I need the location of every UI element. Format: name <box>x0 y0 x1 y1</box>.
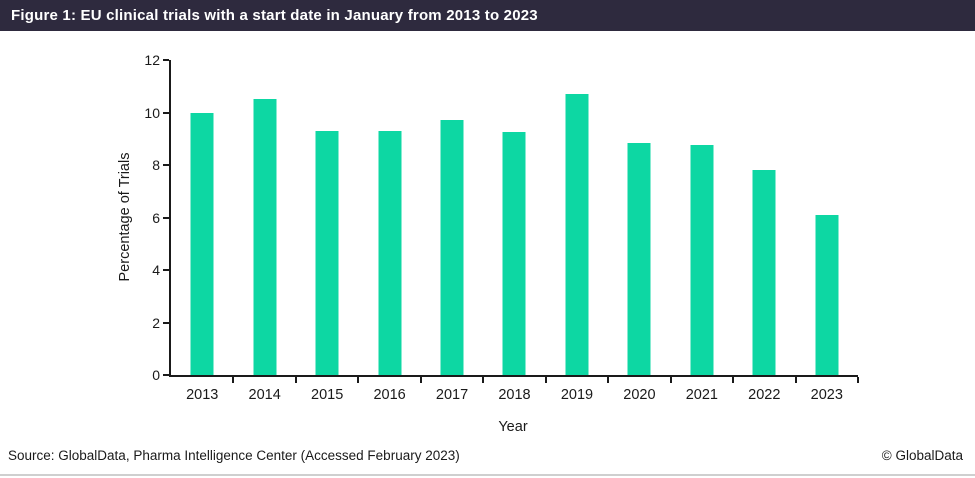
x-axis-title: Year <box>498 419 528 435</box>
x-tick-mark-4 <box>419 377 422 383</box>
x-tick-mark-2 <box>294 377 297 383</box>
category-slot-2023: 2023 <box>796 60 858 403</box>
y-axis-title: Percentage of Trials <box>117 152 133 282</box>
bars-container: 2013 2014 2015 2016 2017 2018 2019 2020 2021 2022… <box>171 60 858 403</box>
bar-2021 <box>690 145 714 375</box>
x-tick-label-2015: 2015 <box>311 387 344 403</box>
category-slot-2013: 2013 <box>171 60 233 403</box>
y-tick-mark-12 <box>163 59 169 61</box>
y-tick-mark-8 <box>163 164 169 166</box>
y-tick-label-4: 4 <box>152 262 160 278</box>
bar-2013 <box>190 112 214 375</box>
x-tick-label-2022: 2022 <box>748 387 781 403</box>
x-tick-label-2013: 2013 <box>186 387 219 403</box>
y-tick-label-6: 6 <box>152 209 160 226</box>
bar-2022 <box>752 170 776 375</box>
x-tick-mark-11 <box>857 377 859 383</box>
y-tick-mark-0 <box>163 374 169 376</box>
y-tick-mark-10 <box>163 111 169 114</box>
chart-area: Percentage of Trials 0 2 4 6 8 10 12 2013 2014 20… <box>0 31 975 442</box>
bar-2018 <box>502 132 526 375</box>
source-text: Source: GlobalData, Pharma Intelligence … <box>8 447 460 463</box>
category-slot-2017: 2017 <box>421 60 483 403</box>
x-tick-mark-8 <box>669 377 672 383</box>
x-tick-label-2023: 2023 <box>810 387 843 403</box>
y-tick-label-12: 12 <box>144 52 160 68</box>
y-tick-mark-2 <box>163 321 169 324</box>
x-tick-label-2021: 2021 <box>685 387 718 403</box>
figure-title-bar: Figure 1: EU clinical trials with a star… <box>0 0 975 31</box>
plot-area: 0 2 4 6 8 10 12 2013 2014 2015 2016 2017 2018 2019 202… <box>144 53 859 403</box>
x-tick-mark-10 <box>794 377 797 383</box>
x-tick-mark-9 <box>732 377 735 383</box>
x-tick-label-2018: 2018 <box>498 387 531 403</box>
bar-2023 <box>815 214 839 375</box>
bar-2015 <box>315 130 339 375</box>
figure-footer: Source: GlobalData, Pharma Intelligence … <box>0 442 975 478</box>
copyright-text: © GlobalData <box>881 447 963 463</box>
figure-title: Figure 1: EU clinical trials with a star… <box>11 7 538 24</box>
bar-2019 <box>565 94 589 375</box>
bottom-divider <box>0 474 975 476</box>
x-tick-mark-1 <box>232 377 235 383</box>
x-tick-label-2014: 2014 <box>248 387 281 403</box>
y-tick-label-2: 2 <box>152 314 160 331</box>
category-slot-2021: 2021 <box>671 60 733 403</box>
bar-2016 <box>378 130 402 375</box>
x-tick-mark-7 <box>607 377 610 383</box>
category-slot-2022: 2022 <box>733 60 795 403</box>
x-tick-mark-5 <box>482 377 485 383</box>
y-tick-mark-4 <box>163 269 169 271</box>
x-tick-label-2017: 2017 <box>435 387 469 403</box>
y-tick-mark-6 <box>163 216 169 219</box>
category-slot-2014: 2014 <box>233 60 295 403</box>
category-slot-2020: 2020 <box>608 60 670 403</box>
category-slot-2015: 2015 <box>296 60 358 403</box>
bar-2017 <box>440 120 464 375</box>
y-tick-label-8: 8 <box>152 157 160 173</box>
x-tick-label-2020: 2020 <box>623 387 656 403</box>
x-tick-label-2016: 2016 <box>373 387 406 403</box>
y-tick-label-0: 0 <box>152 367 160 383</box>
category-slot-2018: 2018 <box>483 60 545 403</box>
x-tick-mark-3 <box>357 377 360 383</box>
bar-2020 <box>627 142 651 375</box>
y-tick-label-10: 10 <box>144 104 160 121</box>
category-slot-2016: 2016 <box>358 60 420 403</box>
x-tick-label-2019: 2019 <box>560 387 594 403</box>
category-slot-2019: 2019 <box>546 60 608 403</box>
bar-2014 <box>253 99 277 375</box>
x-tick-mark-6 <box>544 377 547 383</box>
